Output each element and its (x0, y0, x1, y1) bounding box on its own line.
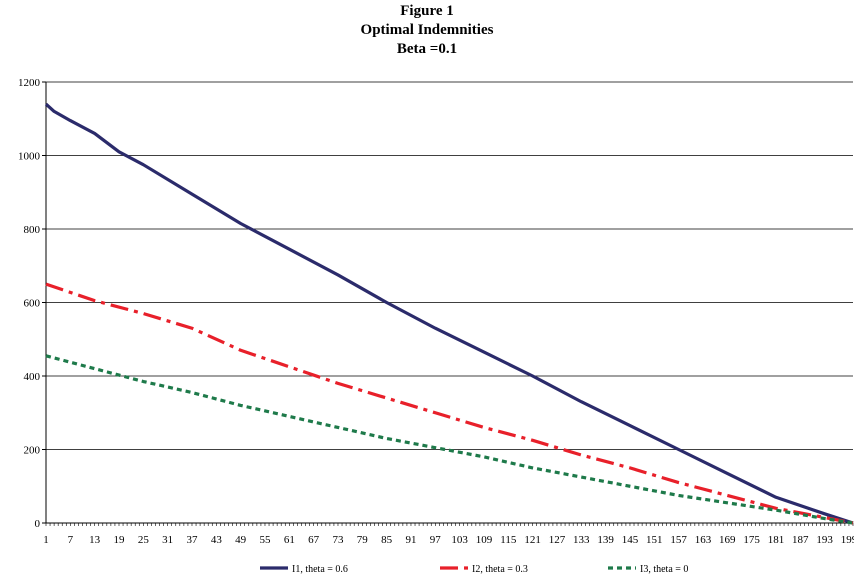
y-tick-label-0: 0 (35, 518, 41, 530)
x-tick-label-61: 61 (284, 534, 295, 546)
x-tick-label-79: 79 (357, 534, 369, 546)
x-tick-label-193: 193 (816, 534, 833, 546)
legend-label-3: I3, theta = 0 (640, 564, 688, 575)
gridlines (46, 81, 853, 450)
x-tick-label-67: 67 (308, 534, 320, 546)
x-tick-label-1: 1 (43, 534, 49, 546)
y-tick-label-1000: 1000 (18, 151, 41, 163)
series-lines (44, 102, 854, 525)
series-line-2 (45, 282, 854, 525)
x-tick-label-19: 19 (113, 534, 125, 546)
x-tick-label-199: 199 (841, 534, 854, 546)
x-tick-label-85: 85 (381, 534, 393, 546)
x-tick-label-151: 151 (646, 534, 663, 546)
legend: I1, theta = 0.6 I2, theta = 0.3 I3, theta … (260, 564, 688, 575)
x-tick-label-127: 127 (549, 534, 566, 546)
x-tick-label-91: 91 (405, 534, 416, 546)
x-tick-label-157: 157 (670, 534, 687, 546)
x-tick-label-109: 109 (476, 534, 493, 546)
x-tick-label-103: 103 (451, 534, 468, 546)
x-tick-label-145: 145 (622, 534, 639, 546)
x-tick-label-97: 97 (430, 534, 442, 546)
x-tick-label-121: 121 (524, 534, 541, 546)
chart-title-line-2: Optimal Indemnities (360, 22, 494, 38)
x-tick-label-37: 37 (186, 534, 198, 546)
x-tick-label-115: 115 (500, 534, 517, 546)
x-tick-label-181: 181 (768, 534, 785, 546)
chart-title-line-3: Beta =0.1 (396, 41, 458, 57)
axes: 0 200 400 600 800 1000 1200 1 7 13 19 25 31 37 43 49 55 6… (18, 77, 854, 546)
series-line-1 (44, 102, 854, 525)
x-tick-label-7: 7 (68, 534, 74, 546)
x-tick-label-31: 31 (162, 534, 173, 546)
x-tick-label-163: 163 (695, 534, 712, 546)
y-tick-label-1200: 1200 (18, 77, 41, 89)
x-tick-label-73: 73 (332, 534, 344, 546)
x-tick-label-169: 169 (719, 534, 736, 546)
x-tick-label-139: 139 (597, 534, 614, 546)
series-line-3 (45, 354, 854, 525)
legend-label-2: I2, theta = 0.3 (472, 564, 528, 575)
chart-title-line-1: Figure 1 (400, 3, 454, 19)
y-tick-label-200: 200 (24, 445, 41, 457)
x-tick-label-43: 43 (211, 534, 223, 546)
y-tick-label-400: 400 (24, 371, 41, 383)
x-tick-label-13: 13 (89, 534, 101, 546)
y-tick-label-600: 600 (24, 298, 41, 310)
chart-title: Figure 1 Optimal Indemnities Beta =0.1 (0, 2, 854, 59)
x-tick-label-133: 133 (573, 534, 590, 546)
x-tick-label-25: 25 (138, 534, 150, 546)
x-tick-label-187: 187 (792, 534, 809, 546)
x-tick-label-175: 175 (743, 534, 760, 546)
x-tick-label-49: 49 (235, 534, 247, 546)
x-tick-label-55: 55 (259, 534, 271, 546)
legend-label-1: I1, theta = 0.6 (292, 564, 348, 575)
y-tick-label-800: 800 (24, 224, 41, 236)
